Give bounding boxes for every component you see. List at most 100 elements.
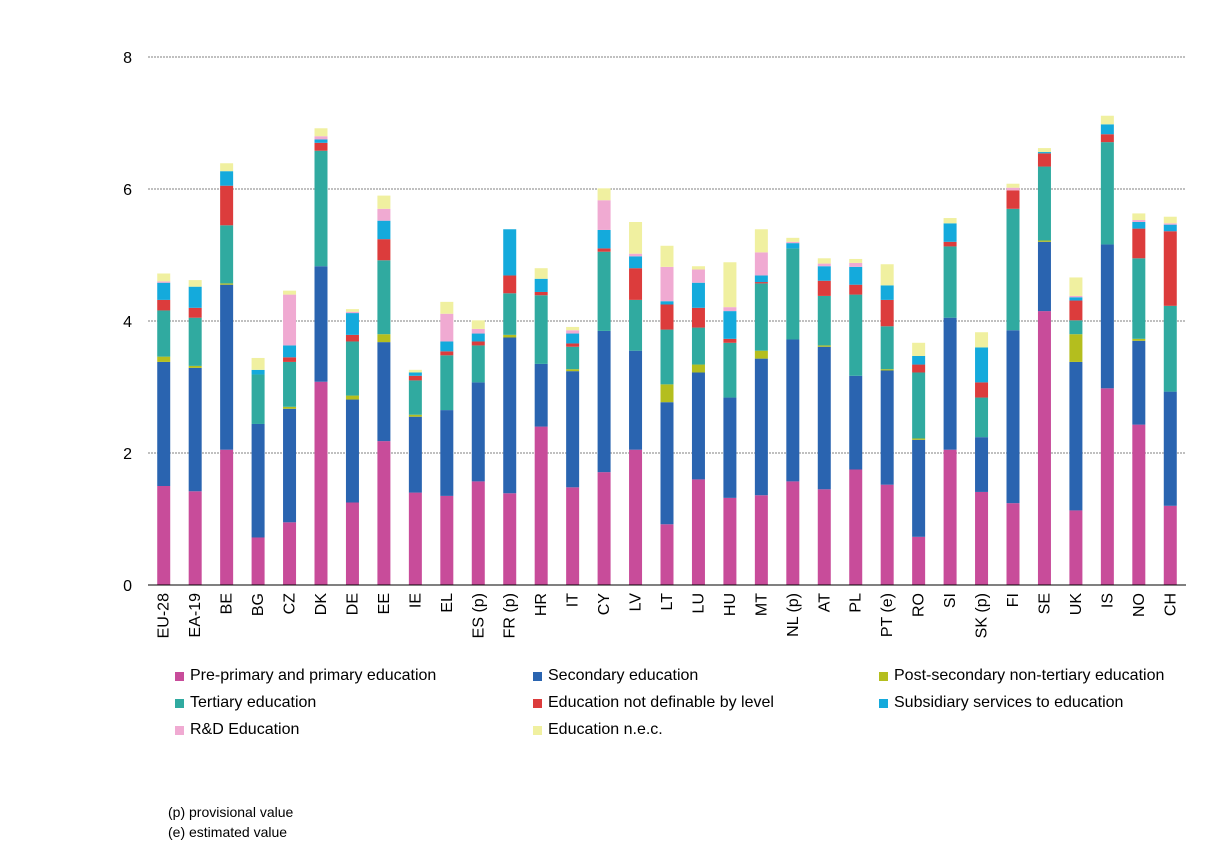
bar-segment — [660, 329, 674, 385]
bar-segment — [880, 484, 894, 585]
bar-segment — [660, 304, 674, 330]
bar-segment — [534, 295, 548, 364]
bar-segment — [786, 241, 800, 244]
bar-segment — [691, 266, 705, 270]
bar-segment — [283, 290, 297, 295]
bar-segment — [220, 171, 234, 186]
bar-segment — [629, 268, 643, 300]
bar-segment — [754, 358, 768, 496]
legend-swatch — [533, 725, 542, 735]
bar-segment — [251, 374, 265, 424]
bar-segment — [471, 333, 485, 342]
bar-stack — [723, 262, 737, 585]
bar-segment — [975, 491, 989, 585]
bar-segment — [817, 266, 831, 281]
bar-segment — [377, 260, 391, 335]
bar-segment — [1069, 300, 1083, 321]
x-tick-label: CY — [596, 593, 613, 616]
bar-segment — [975, 397, 989, 438]
legend-label: Secondary education — [548, 667, 699, 684]
bar-segment — [1100, 124, 1114, 135]
legend-label: Subsidiary services to education — [894, 694, 1124, 711]
bar-segment — [943, 449, 957, 585]
bar-segment — [408, 375, 422, 381]
x-tick-label: BG — [250, 593, 267, 616]
bar-segment — [188, 367, 202, 492]
bar-segment — [691, 327, 705, 365]
bar-segment — [1006, 330, 1020, 504]
bar-segment — [1163, 505, 1177, 585]
bar-segment — [597, 188, 611, 201]
bar-segment — [283, 406, 297, 409]
bar-segment — [660, 301, 674, 305]
bar-segment — [534, 363, 548, 427]
bar-segment — [629, 253, 643, 257]
bar-segment — [1069, 297, 1083, 301]
y-tick-label: 8 — [123, 50, 132, 67]
bar-stack — [597, 188, 611, 585]
bar-segment — [534, 291, 548, 296]
legend-swatch — [879, 671, 888, 681]
bar-segment — [691, 372, 705, 480]
bar-segment — [345, 309, 359, 312]
bar-segment — [251, 423, 265, 538]
bar-stack — [283, 290, 297, 585]
x-tick-label: LV — [628, 593, 645, 612]
x-tick-label: NO — [1131, 593, 1148, 617]
bar-segment — [629, 222, 643, 254]
bar-segment — [1100, 115, 1114, 125]
bar-segment — [943, 317, 957, 450]
bar-segment — [786, 237, 800, 242]
bar-segment — [1132, 228, 1146, 259]
x-tick-label: CH — [1162, 593, 1179, 616]
bar-stack — [880, 264, 894, 585]
bar-segment — [534, 268, 548, 279]
bar-segment — [1037, 152, 1051, 154]
bar-segment — [754, 252, 768, 276]
bar-segment — [566, 487, 580, 585]
bar-segment — [157, 299, 171, 311]
bar-segment — [660, 266, 674, 302]
bar-segment — [377, 441, 391, 585]
bar-stack — [408, 369, 422, 585]
x-tick-label: PT (e) — [879, 593, 896, 637]
bar-segment — [849, 266, 863, 285]
bar-segment — [660, 402, 674, 525]
bar-segment — [1006, 503, 1020, 585]
x-tick-label: MT — [753, 593, 770, 616]
x-tick-label: AT — [816, 593, 833, 612]
legend-item: Subsidiary services to education — [879, 693, 1185, 713]
bar-segment — [283, 345, 297, 358]
bar-stack — [220, 163, 234, 585]
bar-segment — [471, 345, 485, 383]
bar-segment — [597, 472, 611, 585]
legend-swatch — [533, 671, 542, 681]
bar-segment — [754, 283, 768, 351]
bar-segment — [629, 449, 643, 585]
bar-segment — [597, 251, 611, 331]
bar-segment — [377, 220, 391, 240]
bar-segment — [975, 437, 989, 492]
x-tick-label: IS — [1099, 593, 1116, 608]
bar-segment — [1006, 187, 1020, 191]
bars — [157, 115, 1177, 585]
bar-segment — [566, 371, 580, 488]
bar-segment — [754, 350, 768, 359]
bar-segment — [157, 310, 171, 357]
y-tick-label: 6 — [123, 182, 132, 199]
x-tick-label: NL (p) — [785, 593, 802, 637]
bar-segment — [440, 351, 454, 356]
bar-segment — [817, 489, 831, 585]
bar-stack — [629, 222, 643, 585]
bar-segment — [691, 282, 705, 308]
x-tick-label: PL — [848, 593, 865, 613]
x-tick-label: BE — [219, 593, 236, 614]
bar-segment — [314, 381, 328, 585]
bar-segment — [786, 481, 800, 585]
bar-segment — [1132, 258, 1146, 339]
bar-segment — [314, 150, 328, 267]
bar-stack — [754, 229, 768, 585]
bar-segment — [1006, 190, 1020, 209]
bar-segment — [157, 486, 171, 585]
bar-segment — [251, 537, 265, 585]
